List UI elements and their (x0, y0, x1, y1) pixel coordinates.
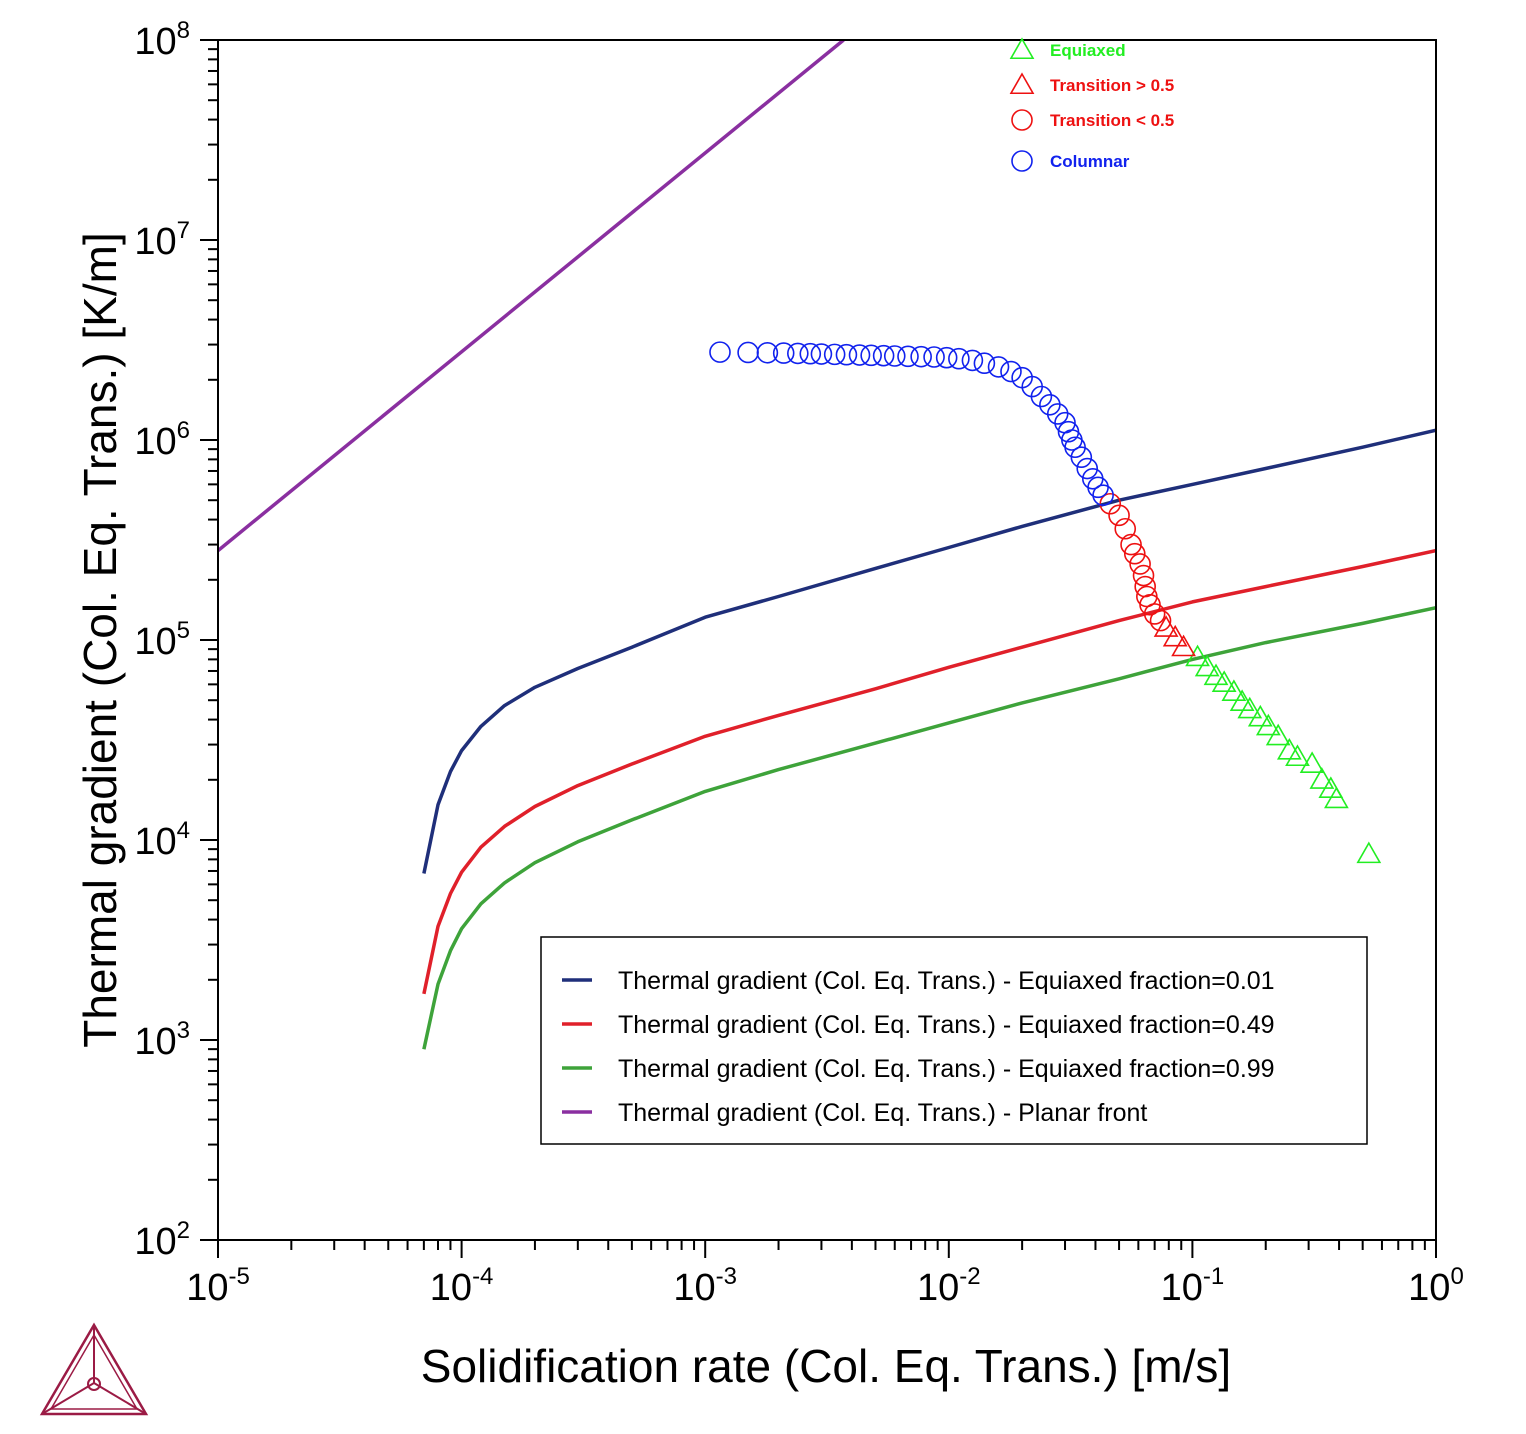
series-line-2 (422, 605, 1436, 1050)
marker-legend-symbol (1009, 37, 1035, 60)
y-axis: 102 103 104 105 106 107 108 (134, 17, 218, 1263)
data-point-triangle (1162, 624, 1188, 647)
data-point-circle (872, 344, 895, 367)
marker-legend-symbol (1011, 109, 1033, 131)
legend: Thermal gradient (Col. Eq. Trans.) - Equ… (540, 936, 1368, 1145)
data-point-triangle (1356, 841, 1382, 864)
series-line-1 (422, 548, 1436, 995)
data-point-circle (848, 344, 871, 366)
series-layer (218, 40, 1436, 1050)
data-point-circle (1120, 533, 1142, 556)
data-point-circle (1076, 457, 1099, 480)
series-line-0 (422, 428, 1436, 874)
marker-legend-symbol (1009, 72, 1035, 95)
data-point-circle (756, 341, 779, 364)
data-point-circle (1114, 517, 1137, 540)
data-point-circle (935, 346, 958, 369)
data-point-triangle (1203, 663, 1229, 686)
data-point-circle (810, 343, 833, 365)
data-point-triangle (1211, 670, 1237, 692)
data-point-circle (1099, 492, 1122, 515)
data-point-circle (910, 345, 932, 368)
data-point-circle (923, 346, 945, 368)
data-point-triangle (1153, 615, 1179, 637)
marker-legend-symbol (1011, 150, 1033, 172)
legend-label: Thermal gradient (Col. Eq. Trans.) - Pla… (618, 1099, 1147, 1127)
data-point-circle (860, 344, 882, 367)
marker-legend-label: Transition > 0.5 (1050, 76, 1174, 95)
data-point-circle (883, 345, 906, 367)
data-point-circle (823, 343, 846, 366)
data-point-circle (772, 342, 795, 364)
data-point-triangle (1237, 696, 1263, 719)
legend-label: Thermal gradient (Col. Eq. Trans.) - Equ… (618, 1055, 1275, 1083)
x-tick-label: 10-2 (917, 1263, 981, 1309)
y-axis-title: Thermal gradient (Col. Eq. Trans.) [K/m] (74, 232, 126, 1048)
y-tick-label: 106 (134, 417, 190, 463)
x-tick-label: 10-3 (673, 1263, 737, 1309)
data-point-circle (1000, 360, 1022, 383)
x-tick-label: 100 (1408, 1263, 1464, 1309)
marker-legend-label: Columnar (1050, 152, 1130, 171)
marker-layer (709, 341, 1382, 864)
data-point-circle (1129, 553, 1151, 575)
data-point-circle (787, 342, 809, 365)
data-point-circle (835, 343, 858, 366)
data-point-triangle (1255, 713, 1281, 736)
data-point-circle (709, 341, 731, 363)
x-tick-label: 10-4 (430, 1263, 494, 1309)
data-point-triangle (1221, 679, 1247, 701)
y-tick-label: 104 (134, 817, 190, 863)
data-point-circle (1143, 603, 1166, 625)
x-tick-label: 10-1 (1161, 1263, 1225, 1309)
data-point-triangle (1247, 704, 1273, 727)
data-point-circle (948, 347, 970, 370)
y-tick-label: 102 (134, 1217, 190, 1263)
data-point-triangle (1309, 767, 1335, 789)
data-point-triangle (1299, 751, 1325, 774)
legend-label: Thermal gradient (Col. Eq. Trans.) - Equ… (618, 1011, 1275, 1039)
data-point-triangle (1171, 634, 1196, 657)
data-point-triangle (1285, 744, 1310, 767)
data-point-triangle (1194, 654, 1220, 677)
data-point-circle (1070, 446, 1093, 469)
marker-legend-label: Transition < 0.5 (1050, 111, 1174, 130)
data-point-circle (1039, 393, 1061, 416)
y-tick-label: 108 (134, 17, 190, 63)
data-point-circle (799, 342, 822, 365)
legend-box (540, 936, 1368, 1145)
data-point-circle (1132, 564, 1155, 587)
x-axis: 10-5 10-4 10-3 10-2 10-1 100 (186, 1240, 1464, 1309)
y-tick-label: 105 (134, 617, 190, 663)
data-point-circle (1092, 484, 1114, 506)
data-point-circle (1046, 403, 1069, 425)
data-point-circle (973, 352, 996, 375)
legend-label: Thermal gradient (Col. Eq. Trans.) - Equ… (618, 967, 1275, 995)
marker-legend-label: Equiaxed (1050, 41, 1126, 60)
data-point-circle (897, 345, 919, 368)
y-tick-label: 107 (134, 217, 190, 263)
series-line-3 (218, 40, 845, 552)
data-point-triangle (1276, 737, 1302, 760)
x-axis-title: Solidification rate (Col. Eq. Trans.) [m… (421, 1340, 1231, 1392)
x-tick-label: 10-5 (186, 1263, 250, 1309)
data-point-circle (1030, 385, 1053, 408)
y-tick-label: 103 (134, 1017, 190, 1063)
data-point-circle (961, 349, 984, 372)
thermo-calc-logo (39, 1322, 149, 1416)
data-point-circle (1108, 504, 1130, 527)
data-point-circle (1149, 609, 1172, 632)
data-point-triangle (1265, 723, 1291, 746)
data-point-circle (737, 341, 759, 364)
data-point-circle (987, 356, 1010, 378)
data-point-circle (1123, 542, 1146, 565)
data-point-triangle (1324, 786, 1349, 809)
marker-legend: Equiaxed Transition > 0.5 Transition < 0.5… (1009, 37, 1174, 172)
